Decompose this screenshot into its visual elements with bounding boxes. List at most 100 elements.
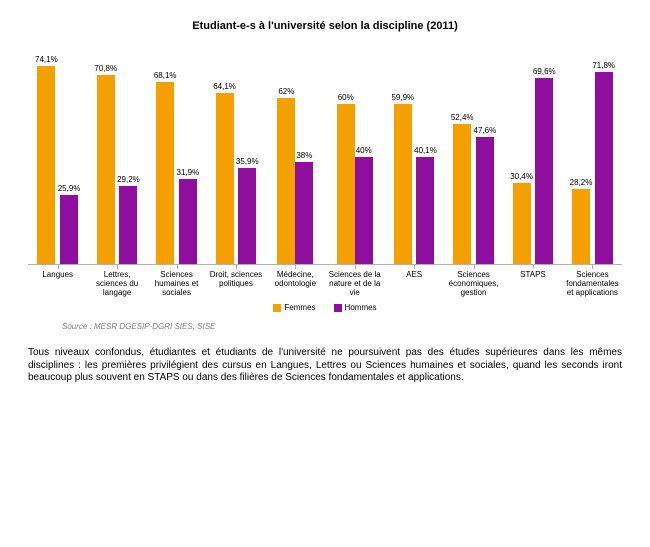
bar — [572, 189, 590, 264]
bar-value-label: 60% — [338, 93, 354, 102]
bar — [97, 75, 115, 264]
bar-value-label: 28,2% — [570, 178, 593, 187]
bar-group: 59,9% 40,1% — [384, 50, 443, 264]
bar — [394, 104, 412, 264]
bar-group: 64,1% 35,9% — [206, 50, 265, 264]
axis-tick — [58, 264, 59, 269]
description-paragraph: Tous niveaux confondus, étudiantes et ét… — [28, 347, 622, 385]
bar-value-label: 52,4% — [451, 113, 474, 122]
bar — [453, 124, 471, 264]
bar — [277, 98, 295, 264]
bar-group: 60% 40% — [325, 50, 384, 264]
bar-wrap: 60% — [337, 50, 355, 264]
bar-value-label: 70,8% — [94, 64, 117, 73]
bar — [513, 183, 531, 264]
bar-wrap: 29,2% — [117, 50, 140, 264]
axis-tick — [177, 264, 178, 269]
bar-wrap: 59,9% — [391, 50, 414, 264]
bar-value-label: 31,9% — [177, 168, 200, 177]
bar-value-label: 62% — [278, 87, 294, 96]
bar-group: 52,4%47,6% — [444, 50, 503, 264]
bar-value-label: 25,9% — [58, 184, 81, 193]
bar-group: 62% 38% — [266, 50, 325, 264]
axis-tick — [295, 264, 296, 269]
bar — [476, 137, 494, 264]
x-axis-labels: LanguesLettres, sciences du langageScien… — [28, 271, 622, 297]
legend-swatch — [334, 304, 342, 312]
source-line: Source : MESR DGESIP-DGRI SIES, SISE — [62, 322, 622, 331]
bar-value-label: 40% — [356, 146, 372, 155]
axis-tick — [474, 264, 475, 269]
bar-wrap: 70,8% — [94, 50, 117, 264]
bar-wrap: 28,2% — [570, 50, 593, 264]
bar-group: 28,2% 71,8% — [563, 50, 622, 264]
bar-wrap: 52,4% — [451, 50, 474, 264]
bar-value-label: 30,4% — [510, 172, 533, 181]
bar — [179, 179, 197, 264]
x-axis-label: Sciences fondamentales et applications — [563, 271, 622, 297]
x-axis-label: Sciences de la nature et de la vie — [325, 271, 384, 297]
legend-label: Hommes — [345, 303, 377, 312]
bar — [595, 72, 613, 264]
bar — [119, 186, 137, 264]
bar — [535, 78, 553, 264]
x-axis-label: Langues — [28, 271, 87, 297]
bar-value-label: 68,1% — [154, 71, 177, 80]
bar — [337, 104, 355, 265]
bar-group: 74,1% 25,9% — [28, 50, 87, 264]
bar — [238, 168, 256, 264]
bar-value-label: 71,8% — [592, 61, 615, 70]
bar-value-label: 64,1% — [213, 82, 236, 91]
bar-wrap: 38% — [295, 50, 313, 264]
bar-value-label: 29,2% — [117, 175, 140, 184]
bar — [295, 162, 313, 264]
bar — [156, 82, 174, 264]
x-axis-label: Lettres, sciences du langage — [87, 271, 146, 297]
bar-wrap: 68,1% — [154, 50, 177, 264]
x-axis-label: Sciences économiques, gestion — [444, 271, 503, 297]
bar-wrap: 62% — [277, 50, 295, 264]
legend-swatch — [273, 304, 281, 312]
bar-group: 30,4% 69,6% — [503, 50, 562, 264]
bar-value-label: 59,9% — [391, 93, 414, 102]
x-axis-label: Médecine, odontologie — [266, 271, 325, 297]
bar-wrap: 25,9% — [58, 50, 81, 264]
bar-wrap: 40% — [355, 50, 373, 264]
bar-wrap: 47,6% — [474, 50, 497, 264]
axis-tick — [414, 264, 415, 269]
bar — [60, 195, 78, 264]
legend-item-femmes: Femmes — [273, 303, 315, 312]
bar-chart: 74,1% 25,9% 70,8% 29,2% 68,1% 31,9% 64,1% 35,9%… — [28, 50, 622, 265]
axis-tick — [355, 264, 356, 269]
x-axis-label: Droit, sciences politiques — [206, 271, 265, 297]
bar-wrap: 71,8% — [592, 50, 615, 264]
chart-legend: Femmes Hommes — [28, 303, 622, 312]
bar — [416, 157, 434, 264]
x-axis-label: Sciences humaines et sociales — [147, 271, 206, 297]
axis-tick — [592, 264, 593, 269]
bar-wrap: 69,6% — [533, 50, 556, 264]
bar-wrap: 35,9% — [236, 50, 259, 264]
axis-tick — [236, 264, 237, 269]
axis-tick — [533, 264, 534, 269]
bar-value-label: 47,6% — [474, 126, 497, 135]
bar — [216, 93, 234, 264]
bar-value-label: 40,1% — [414, 146, 437, 155]
legend-item-hommes: Hommes — [334, 303, 377, 312]
legend-label: Femmes — [284, 303, 315, 312]
bar-value-label: 69,6% — [533, 67, 556, 76]
bar-wrap: 74,1% — [35, 50, 58, 264]
bar-group: 70,8% 29,2% — [87, 50, 146, 264]
bar — [355, 157, 373, 264]
x-axis-label: AES — [384, 271, 443, 297]
bar-wrap: 64,1% — [213, 50, 236, 264]
bar-value-label: 38% — [296, 151, 312, 160]
bar-value-label: 74,1% — [35, 55, 58, 64]
bar-wrap: 30,4% — [510, 50, 533, 264]
bar-value-label: 35,9% — [236, 157, 259, 166]
x-axis-label: STAPS — [503, 271, 562, 297]
bar — [37, 66, 55, 264]
bar-group: 68,1% 31,9% — [147, 50, 206, 264]
bar-wrap: 31,9% — [177, 50, 200, 264]
bar-wrap: 40,1% — [414, 50, 437, 264]
